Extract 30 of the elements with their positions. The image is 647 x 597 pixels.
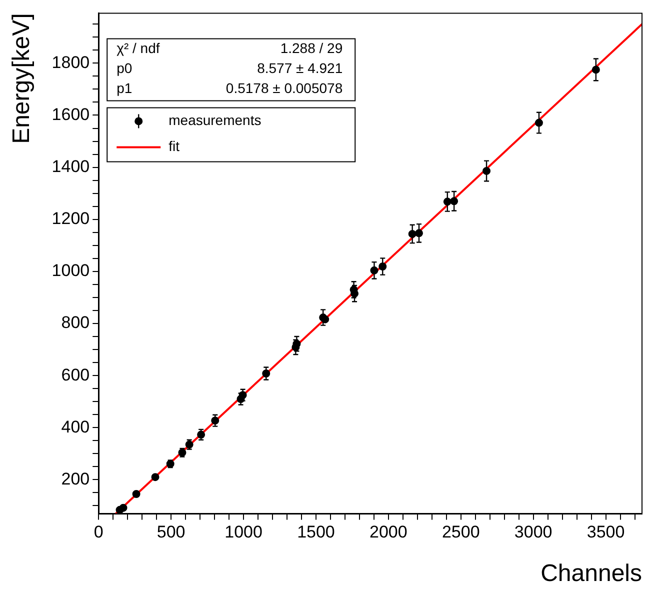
x-axis-title: Channels: [540, 560, 642, 588]
y-tick-label: 200: [61, 469, 90, 488]
y-tick-label: 800: [61, 313, 90, 332]
x-tick-label: 3000: [514, 522, 552, 542]
y-tick-label: 1800: [52, 52, 90, 72]
annotation: χ² / ndf: [116, 40, 160, 56]
annotation: 0.5178 ± 0.005078: [226, 80, 343, 96]
annotation: 1.288 / 29: [280, 40, 343, 56]
x-tick-label: 1000: [224, 522, 262, 542]
legend-label: measurements: [168, 112, 262, 128]
x-tick-label: 1500: [297, 522, 335, 542]
y-tick-label: 600: [61, 365, 90, 384]
x-tick-label: 2500: [442, 522, 480, 542]
y-tick-label: 1400: [52, 157, 90, 176]
x-tick-label: 0: [94, 522, 104, 542]
x-tick-label: 500: [156, 522, 186, 542]
point: [119, 504, 128, 512]
annotation: 8.577 ± 4.921: [257, 60, 343, 76]
y-tick-label: 1200: [52, 209, 90, 228]
legend-label: fit: [168, 138, 180, 154]
y-tick-label: 1000: [52, 261, 90, 280]
x-tick-label: 2000: [370, 522, 408, 542]
y-tick-label: 400: [61, 417, 90, 436]
y-axis-title: Energy[keV]: [8, 13, 36, 144]
point: [151, 473, 160, 482]
x-tick-label: 3500: [586, 522, 625, 542]
y-tick-label: 1600: [52, 104, 90, 124]
annotation: p0: [116, 60, 132, 76]
point: [132, 490, 140, 498]
annotation: p1: [116, 80, 132, 96]
